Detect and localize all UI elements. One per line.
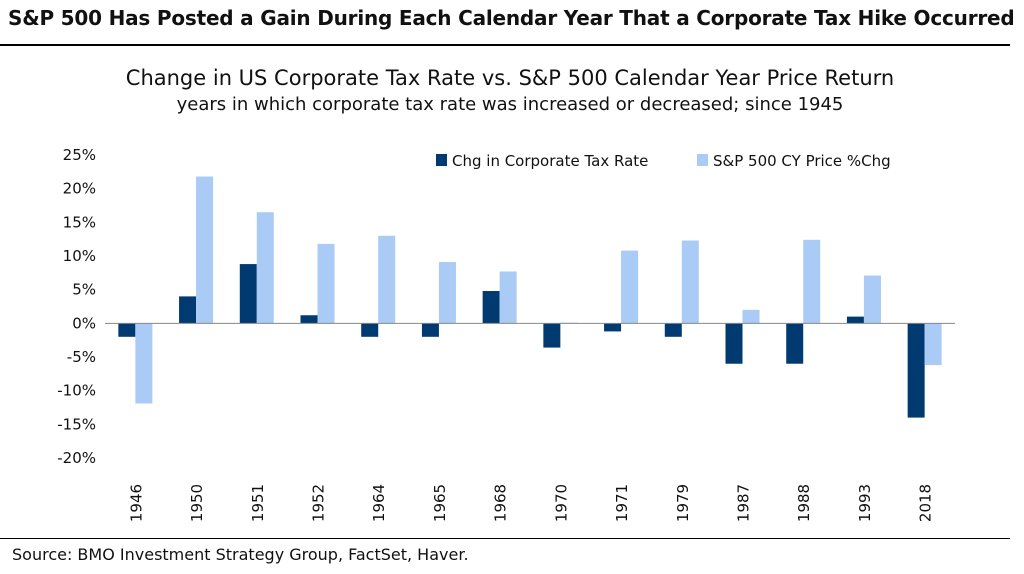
x-axis-labels: 1946 1950 1951 1952 1964 1965 1968 1970 1971 1979… — [127, 484, 934, 522]
bar-tax-rate-1965 — [421, 323, 439, 337]
x-tick-label-1993: 1993 — [856, 484, 874, 522]
headline-divider — [0, 44, 1010, 46]
y-tick-label: 20% — [63, 180, 96, 198]
bar-tax-rate-1993 — [846, 316, 864, 324]
bar-tax-rate-1964 — [361, 323, 379, 337]
bar-spx-return-1993 — [863, 275, 881, 324]
y-tick-label: -15% — [57, 415, 96, 433]
bar-tax-rate-1971 — [604, 323, 622, 332]
y-tick-label: -10% — [57, 382, 96, 400]
legend-label-spx: S&P 500 CY Price %Chg — [713, 152, 891, 170]
bar-tax-rate-1946 — [118, 323, 136, 337]
x-tick-label-1965: 1965 — [431, 484, 449, 522]
source-note: Source: BMO Investment Strategy Group, F… — [12, 545, 469, 564]
footer-divider — [0, 538, 1010, 539]
y-tick-label: 25% — [63, 146, 96, 164]
x-tick-label-1950: 1950 — [188, 484, 206, 522]
bar-tax-rate-1968 — [482, 291, 500, 324]
bar-spx-return-1964 — [378, 235, 396, 324]
chart-subtitle: years in which corporate tax rate was in… — [177, 94, 844, 115]
legend-label-tax: Chg in Corporate Tax Rate — [452, 152, 648, 170]
bar-spx-return-1988 — [803, 239, 821, 324]
y-tick-label: -5% — [67, 348, 96, 366]
bar-spx-return-1979 — [681, 240, 699, 324]
y-tick-label: 0% — [72, 314, 96, 332]
bar-spx-return-1946 — [135, 323, 153, 404]
x-tick-label-1946: 1946 — [127, 484, 145, 522]
bar-tax-rate-1970 — [543, 323, 561, 348]
chart-title: Change in US Corporate Tax Rate vs. S&P … — [126, 66, 894, 90]
x-tick-label-1968: 1968 — [492, 484, 510, 522]
y-tick-label: 10% — [63, 247, 96, 265]
legend-swatch-spx — [697, 154, 708, 166]
bar-spx-return-1951 — [256, 212, 274, 324]
y-axis-labels: 25% 20% 15% 10% 5% 0% -5% -10% -15% -20% — [57, 146, 96, 467]
bar-tax-rate-1979 — [664, 323, 682, 337]
x-tick-label-1964: 1964 — [370, 484, 388, 522]
bar-tax-rate-1987 — [725, 323, 743, 364]
x-tick-label-1971: 1971 — [613, 484, 631, 522]
y-tick-label: 5% — [72, 281, 96, 299]
y-tick-label: 15% — [63, 213, 96, 231]
bar-tax-rate-1951 — [239, 264, 257, 324]
y-tick-label: -20% — [57, 449, 96, 467]
x-tick-label-1951: 1951 — [249, 484, 267, 522]
x-tick-label-1952: 1952 — [310, 484, 328, 522]
bar-spx-return-2018 — [924, 323, 942, 366]
x-tick-label-1979: 1979 — [674, 484, 692, 522]
legend: Chg in Corporate Tax Rate S&P 500 CY Pri… — [436, 152, 891, 170]
bar-spx-return-1971 — [621, 250, 639, 324]
chart-headline: S&P 500 Has Posted a Gain During Each Ca… — [8, 6, 1015, 30]
legend-swatch-tax — [436, 154, 447, 166]
bar-spx-return-1968 — [499, 271, 517, 324]
bar-tax-rate-2018 — [907, 323, 925, 418]
x-tick-label-1987: 1987 — [735, 484, 753, 522]
bars — [118, 176, 942, 418]
bar-tax-rate-1950 — [179, 296, 197, 324]
bar-spx-return-1950 — [196, 176, 214, 324]
bar-spx-return-1965 — [438, 262, 456, 324]
bar-spx-return-1987 — [742, 309, 760, 324]
bar-spx-return-1952 — [317, 243, 335, 324]
x-tick-label-1970: 1970 — [552, 484, 570, 522]
x-tick-label-2018: 2018 — [917, 484, 935, 522]
x-tick-label-1988: 1988 — [795, 484, 813, 522]
bar-tax-rate-1952 — [300, 315, 318, 324]
bar-tax-rate-1988 — [786, 323, 804, 364]
